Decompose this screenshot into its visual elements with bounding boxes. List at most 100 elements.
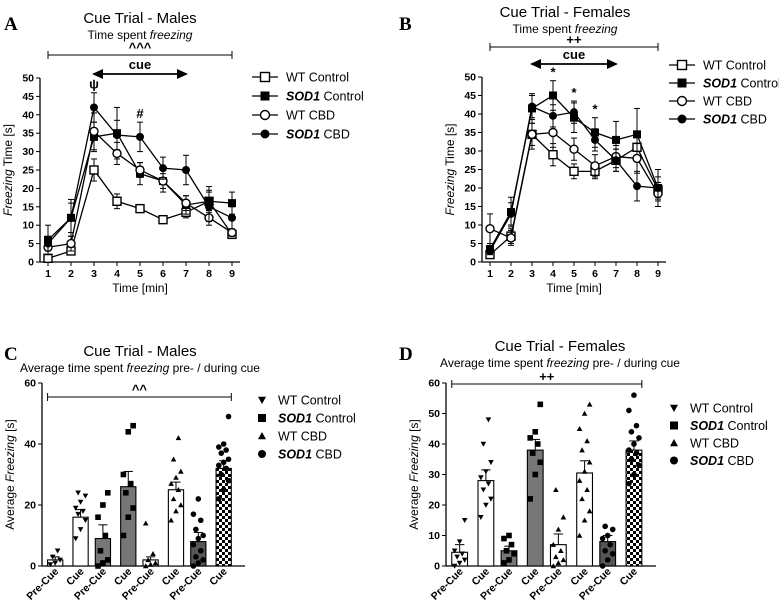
data-point (604, 532, 611, 539)
y-axis-label: Freezing Time [s] (443, 123, 457, 215)
data-point (599, 535, 606, 542)
significance-label: ++ (566, 32, 582, 47)
data-point (228, 199, 236, 208)
legend-label: SOD1 CBD (278, 448, 342, 462)
data-point (633, 450, 640, 456)
significance-label: ++ (539, 369, 555, 384)
series-sod1-cbd (486, 95, 662, 256)
cue-arrowhead-left (92, 69, 103, 79)
data-point (90, 103, 98, 112)
legend-entry: SOD1 CBD (669, 113, 767, 127)
bar (526, 449, 544, 567)
data-point (44, 239, 52, 248)
point-annotation: * (550, 65, 556, 80)
data-point (581, 468, 588, 474)
data-point (527, 496, 534, 502)
x-tick-label: 9 (655, 268, 661, 280)
x-axis-label: Time [min] (112, 281, 168, 295)
y-tick-label: 20 (428, 500, 440, 512)
y-tick-label: 40 (24, 439, 36, 451)
x-tick-label: 2 (508, 268, 514, 280)
series-sod1-control (94, 422, 137, 569)
data-point (555, 526, 562, 532)
series-wt-control (451, 417, 495, 569)
data-point (225, 477, 232, 484)
data-point (113, 131, 121, 140)
x-tick-label: 3 (529, 268, 535, 280)
data-point (456, 539, 463, 545)
cue-label: cue (563, 47, 585, 62)
data-point (532, 429, 539, 435)
cue-arrowhead-right (177, 69, 188, 79)
data-point (459, 551, 465, 557)
data-point (480, 441, 487, 447)
data-point (636, 435, 642, 441)
data-point (216, 462, 222, 469)
data-point (120, 471, 127, 478)
data-point (170, 456, 177, 462)
data-point (195, 560, 202, 566)
data-point (626, 447, 632, 453)
legend-label: SOD1 CBD (690, 454, 754, 468)
data-point (175, 435, 182, 441)
legend-marker (258, 450, 266, 458)
data-point (485, 481, 492, 487)
legend-entry: WT Control (252, 71, 349, 85)
data-point (120, 532, 127, 539)
legend-entry: WT CBD (670, 437, 739, 451)
data-point (216, 444, 222, 450)
legend-label: WT Control (690, 402, 753, 416)
y-axis-label: Freezing Time [s] (1, 124, 15, 216)
data-point (628, 429, 635, 435)
y-tick-label: 45 (464, 90, 476, 102)
x-tick-label: 9 (229, 268, 235, 280)
y-tick-label: 0 (434, 561, 440, 573)
x-tick-label: 7 (613, 268, 619, 280)
x-tick-label: 8 (634, 268, 640, 280)
data-point (123, 490, 129, 496)
data-point (190, 541, 197, 548)
data-point (95, 563, 101, 569)
y-tick-label: 40 (22, 109, 34, 121)
data-point (579, 496, 585, 502)
y-tick-label: 25 (22, 165, 34, 177)
data-point (454, 554, 460, 560)
y-tick-label: 50 (22, 73, 34, 85)
data-point (549, 91, 557, 100)
data-point (586, 459, 593, 465)
data-point (451, 563, 458, 569)
data-point (461, 518, 468, 524)
data-point (135, 203, 145, 214)
x-tick-label: 4 (114, 268, 120, 280)
data-point (104, 490, 111, 496)
y-tick-label: 0 (30, 561, 36, 573)
series-wt-cbd (142, 435, 185, 569)
panel-d: D Cue Trial - Females Average time spent… (399, 338, 768, 603)
legend-marker (676, 95, 688, 107)
significance-label: ^^ (132, 382, 148, 397)
data-point (579, 447, 585, 453)
data-point (100, 560, 106, 566)
point-annotation: * (592, 102, 598, 117)
legend-c: WT Control SOD1 Control WT CBD SOD1 CBD (258, 394, 356, 462)
x-axis-label: Time [min] (546, 281, 602, 295)
data-point (553, 554, 559, 560)
data-point (168, 480, 174, 486)
panel-b-subtitle: Time spent freezing (513, 22, 618, 36)
data-point (584, 438, 590, 444)
legend-label: WT Control (286, 71, 349, 85)
data-point (142, 520, 149, 526)
data-point (550, 541, 557, 547)
data-point (537, 401, 544, 408)
legend-marker (260, 91, 270, 101)
data-point (159, 164, 167, 173)
cue-arrowhead-right (607, 59, 618, 69)
legend-marker (670, 421, 678, 430)
data-point (548, 127, 558, 138)
data-point (75, 511, 81, 517)
data-point (599, 563, 606, 569)
panel-label-c: C (4, 344, 18, 365)
legend-b: WT Control SOD1 Control WT CBD SOD1 CBD (669, 59, 779, 127)
